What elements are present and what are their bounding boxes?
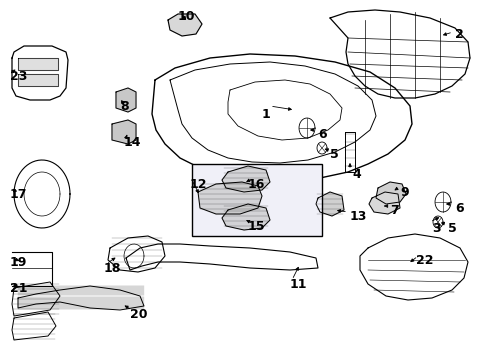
Polygon shape <box>18 58 58 70</box>
Polygon shape <box>168 14 202 36</box>
Text: 7: 7 <box>389 204 398 217</box>
Polygon shape <box>112 120 136 144</box>
Text: 8: 8 <box>120 100 128 113</box>
Text: 21: 21 <box>10 282 27 295</box>
Text: 4: 4 <box>351 168 360 181</box>
Text: 23: 23 <box>10 70 27 83</box>
Polygon shape <box>222 166 269 192</box>
Text: 1: 1 <box>262 108 270 121</box>
Text: 22: 22 <box>415 254 433 267</box>
Text: 5: 5 <box>447 222 456 235</box>
Text: 15: 15 <box>247 220 265 233</box>
Polygon shape <box>198 182 262 214</box>
Text: 19: 19 <box>10 256 27 269</box>
Text: 6: 6 <box>317 128 326 141</box>
Text: 11: 11 <box>289 278 307 291</box>
Text: 10: 10 <box>178 10 195 23</box>
Text: 18: 18 <box>104 262 121 275</box>
Polygon shape <box>315 192 343 216</box>
Polygon shape <box>18 74 58 86</box>
Text: 12: 12 <box>190 178 207 191</box>
Text: 5: 5 <box>329 148 338 161</box>
Polygon shape <box>116 88 136 112</box>
Text: 6: 6 <box>454 202 463 215</box>
Text: 20: 20 <box>130 308 147 321</box>
Polygon shape <box>375 182 405 204</box>
Text: 9: 9 <box>399 186 408 199</box>
Text: 14: 14 <box>124 136 141 149</box>
Bar <box>192 164 321 236</box>
Polygon shape <box>222 204 269 230</box>
Text: 2: 2 <box>454 28 463 41</box>
Text: 13: 13 <box>349 210 366 223</box>
Polygon shape <box>368 192 399 214</box>
Text: 16: 16 <box>247 178 265 191</box>
Text: 3: 3 <box>431 222 440 235</box>
Text: 17: 17 <box>10 188 27 201</box>
